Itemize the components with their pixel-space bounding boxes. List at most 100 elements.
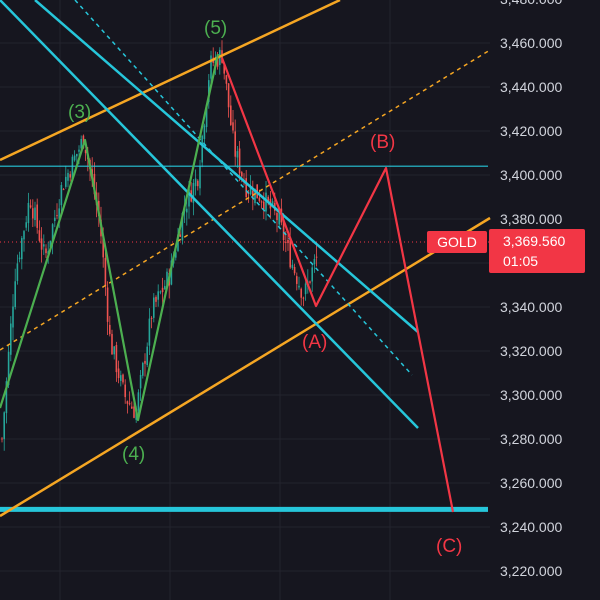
wave-labels: (3) (4) (5) (A) (B) (C) [68, 18, 462, 557]
candle-body [117, 368, 120, 379]
candle-body [148, 318, 151, 346]
wave-label: (3) [68, 102, 91, 123]
candle-body [223, 64, 225, 74]
price-tick-label: 3,380.000 [500, 211, 562, 227]
candle-body [313, 258, 316, 265]
candle-body [120, 375, 122, 381]
price-tick-label: 3,320.000 [500, 343, 562, 359]
wave-label: (A) [302, 332, 327, 353]
candle-body [18, 257, 21, 260]
trendline-drawings[interactable] [0, 0, 491, 518]
candle-body [296, 276, 298, 284]
price-tick-label: 3,260.000 [500, 475, 562, 491]
candle-body [164, 285, 166, 289]
candle-body [106, 287, 109, 322]
candle-body [40, 238, 43, 250]
channel-mid-line[interactable] [0, 49, 491, 351]
price-tick-label: 3,480.000 [500, 0, 562, 7]
candle-body [80, 138, 82, 149]
candle-body [282, 220, 285, 241]
candle-body [265, 192, 267, 212]
price-tick-label: 3,420.000 [500, 123, 562, 139]
candle-body [267, 196, 269, 202]
candle-body [271, 201, 274, 205]
candle-body [236, 151, 239, 158]
candle-body [23, 231, 25, 240]
candle-body [142, 362, 144, 376]
candle-body [230, 105, 232, 125]
candle-body [25, 222, 27, 228]
candle-body [115, 345, 118, 373]
candle-body [234, 131, 236, 157]
falling-channel-mid[interactable] [74, 0, 413, 376]
candle-body [216, 57, 219, 67]
candle-body [188, 188, 190, 207]
wave-label: (4) [122, 444, 145, 465]
candle-body [146, 346, 148, 366]
candle-body [254, 188, 256, 204]
candle-body [304, 283, 307, 295]
candle-body [258, 197, 261, 202]
candle-body [27, 202, 30, 224]
candle-body [58, 208, 60, 219]
candle-body [12, 306, 14, 328]
candle-body [192, 182, 195, 203]
candle-body [260, 201, 263, 203]
candle-body [62, 189, 65, 191]
candle-body [170, 260, 173, 285]
candle-body [205, 104, 208, 128]
falling-channel-lower[interactable] [0, 0, 419, 429]
candle-body [65, 176, 67, 187]
candle-body [293, 266, 296, 274]
candle-body [150, 317, 153, 319]
falling-channel-upper[interactable] [34, 0, 419, 333]
candle-body [139, 374, 142, 389]
candle-body [175, 252, 177, 258]
price-tick-label: 3,400.000 [500, 167, 562, 183]
candle-body [29, 205, 32, 208]
impulse-wave-line[interactable] [0, 53, 220, 422]
price-tick-label: 3,340.000 [500, 299, 562, 315]
candle-body [263, 201, 265, 210]
channel-lower-line[interactable] [0, 216, 491, 518]
candle-body [291, 264, 294, 268]
candle-body [45, 248, 47, 254]
price-axis[interactable]: 3,220.000 3,240.000 3,260.000 3,280.000 3,30… [500, 0, 562, 579]
candle-body [276, 212, 278, 221]
price-tick-label: 3,220.000 [500, 563, 562, 579]
candle-body [157, 291, 159, 300]
candle-body [32, 208, 34, 219]
grid-lines [0, 0, 490, 600]
candle-body [153, 297, 155, 318]
candle-body [73, 155, 76, 161]
candle-body [43, 244, 45, 247]
candle-body [7, 351, 10, 385]
candle-body [51, 224, 54, 242]
candle-body [109, 324, 111, 335]
candle-body [131, 406, 133, 409]
candle-body [144, 360, 146, 364]
wave-label: (5) [204, 18, 227, 39]
candle-body [179, 234, 181, 237]
correction-wave-line[interactable] [220, 57, 455, 513]
price-tick-label: 3,460.000 [500, 35, 562, 51]
candle-body [232, 122, 234, 131]
price-tick-label: 3,440.000 [500, 79, 562, 95]
candle-body [315, 256, 318, 258]
candle-body [311, 267, 313, 282]
candle-body [71, 156, 74, 181]
candle-body [194, 178, 197, 187]
candle-body [36, 204, 38, 228]
candle-body [225, 75, 228, 84]
candle-body [159, 291, 162, 293]
candle-body [111, 333, 113, 355]
candle-body [49, 240, 52, 248]
candle-body [197, 180, 199, 187]
candle-body [14, 281, 16, 307]
candle-body [278, 212, 280, 225]
candle-body [298, 285, 300, 288]
channel-upper-line[interactable] [0, 0, 341, 162]
candle-body [210, 55, 212, 79]
